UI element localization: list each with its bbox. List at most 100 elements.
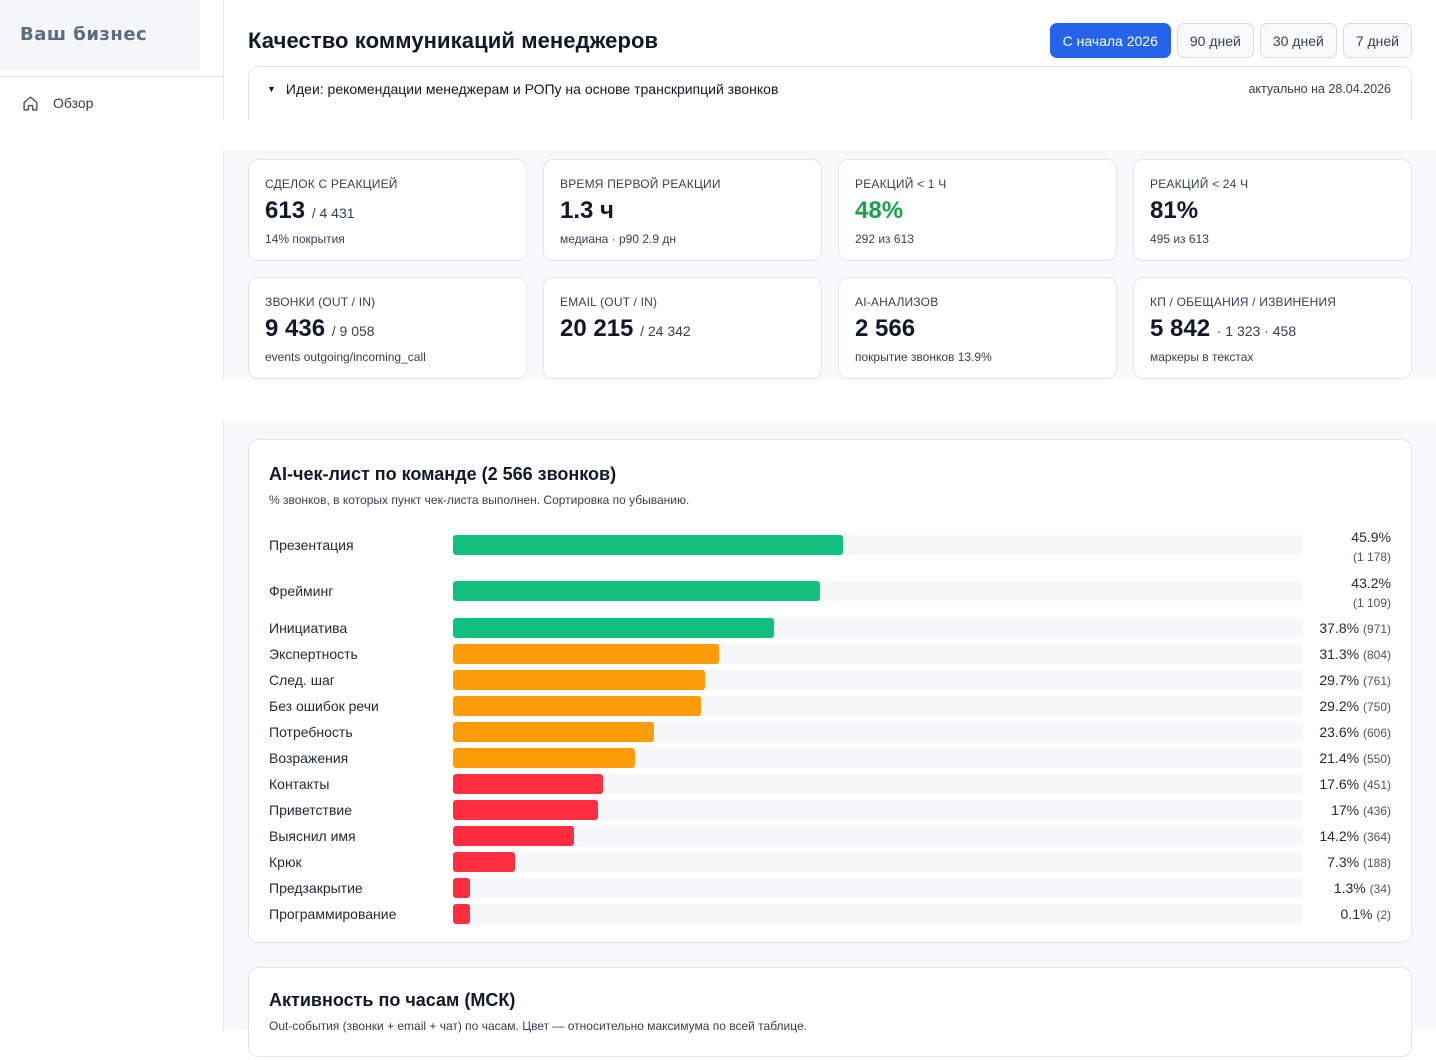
checklist-row-label: Приветствие <box>269 802 352 818</box>
ideas-details[interactable]: ▼ Идеи: рекомендации менеджерам и РОПу н… <box>248 66 1412 120</box>
bar-fill <box>453 535 843 555</box>
checklist-row: След. шаг 29.7% (761) <box>269 670 1391 692</box>
bar-fill <box>453 904 470 924</box>
checklist-row: Приветствие 17% (436) <box>269 800 1391 822</box>
kpi-note: 495 из 613 <box>1150 232 1209 246</box>
kpi-value: 48% <box>855 197 904 224</box>
kpi-note: events outgoing/incoming_call <box>265 350 426 364</box>
kpi-card: AI-АНАЛИЗОВ 2 566 покрытие звонков 13.9% <box>838 277 1117 379</box>
checklist-row: Без ошибок речи 29.2% (750) <box>269 696 1391 718</box>
bar-fill <box>453 852 515 872</box>
bar-value-label: 45.9% (1 178) <box>1351 527 1391 567</box>
period-button-90d[interactable]: 90 дней <box>1176 23 1254 58</box>
bar-percent: 14.2% <box>1319 828 1360 844</box>
hourly-title: Активность по часам (МСК) <box>269 990 516 1010</box>
kpi-card: СДЕЛОК С РЕАКЦИЕЙ 613 / 4 431 14% покрыт… <box>248 159 527 261</box>
checklist-row: Потребность 23.6% (606) <box>269 722 1391 744</box>
period-button-7d[interactable]: 7 дней <box>1342 23 1412 58</box>
period-button-ytd[interactable]: С начала 2026 <box>1049 23 1171 58</box>
kpi-sub: · 1 323 · 458 <box>1216 323 1297 339</box>
bar-value-label: 43.2% (1 109) <box>1351 573 1391 613</box>
bar-percent: 17% <box>1331 802 1360 818</box>
checklist-row-label: Инициатива <box>269 620 348 636</box>
bar-percent: 23.6% <box>1319 724 1360 740</box>
bar-count: (804) <box>1362 648 1391 662</box>
checklist-row-label: Презентация <box>269 537 354 553</box>
kpi-sub: / 9 058 <box>331 323 375 339</box>
bar-count: (761) <box>1362 674 1391 688</box>
bar-fill <box>453 722 654 742</box>
sidebar-item-overview[interactable]: Обзор <box>0 83 223 123</box>
period-button-30d[interactable]: 30 дней <box>1259 23 1337 58</box>
bar-track <box>453 852 1303 872</box>
kpi-card: РЕАКЦИЙ < 1 Ч 48% 292 из 613 <box>838 159 1117 261</box>
kpi-label: ВРЕМЯ ПЕРВОЙ РЕАКЦИИ <box>560 177 721 191</box>
kpi-card: РЕАКЦИЙ < 24 Ч 81% 495 из 613 <box>1133 159 1412 261</box>
checklist-row-label: Контакты <box>269 776 330 792</box>
bar-percent: 37.8% <box>1319 620 1360 636</box>
bar-fill <box>453 826 574 846</box>
hourly-description: Out-события (звонки + email + чат) по ча… <box>269 1019 807 1033</box>
bar-value-label: 17.6% (451) <box>1319 776 1391 792</box>
kpi-label: КП / ОБЕЩАНИЯ / ИЗВИНЕНИЯ <box>1150 295 1337 309</box>
bar-track <box>453 722 1303 742</box>
kpi-card: ЗВОНКИ (OUT / IN) 9 436 / 9 058 events o… <box>248 277 527 379</box>
kpi-value: 81% <box>1150 197 1199 224</box>
kpi-note: 292 из 613 <box>855 232 914 246</box>
kpi-card: КП / ОБЕЩАНИЯ / ИЗВИНЕНИЯ 5 842 · 1 323 … <box>1133 277 1412 379</box>
bar-count: (188) <box>1362 856 1391 870</box>
brand-logo: Ваш бизнес <box>0 0 200 70</box>
bar-percent: 31.3% <box>1319 646 1360 662</box>
ideas-summary-label: Идеи: рекомендации менеджерам и РОПу на … <box>285 81 779 97</box>
bar-percent: 29.2% <box>1319 698 1360 714</box>
ideas-summary[interactable]: ▼ Идеи: рекомендации менеджерам и РОПу н… <box>267 81 778 97</box>
checklist-card: AI-чек-лист по команде (2 566 звонков) %… <box>248 439 1412 943</box>
bar-count: (1 178) <box>1352 550 1391 564</box>
kpi-label: ЗВОНКИ (OUT / IN) <box>265 295 376 309</box>
kpi-label: СДЕЛОК С РЕАКЦИЕЙ <box>265 177 398 191</box>
checklist-row: Выяснил имя 14.2% (364) <box>269 826 1391 848</box>
kpi-label: EMAIL (OUT / IN) <box>560 295 658 309</box>
kpi-note: 14% покрытия <box>265 232 345 246</box>
bar-percent: 17.6% <box>1319 776 1360 792</box>
bar-track <box>453 670 1303 690</box>
bar-value-label: 23.6% (606) <box>1319 724 1391 740</box>
bar-value-label: 0.1% (2) <box>1341 906 1391 922</box>
checklist-row-label: Крюк <box>269 854 302 870</box>
bar-fill <box>453 774 603 794</box>
kpi-value: 613 / 4 431 <box>265 197 355 224</box>
bar-percent: 45.9% <box>1351 529 1391 545</box>
bar-fill <box>453 644 719 664</box>
kpi-value: 5 842 · 1 323 · 458 <box>1150 315 1297 342</box>
bar-percent: 29.7% <box>1319 672 1360 688</box>
kpi-label: РЕАКЦИЙ < 1 Ч <box>855 177 947 191</box>
bar-fill <box>453 878 470 898</box>
checklist-row: Возражения 21.4% (550) <box>269 748 1391 770</box>
kpi-sub: / 4 431 <box>311 205 355 221</box>
kpi-label: AI-АНАЛИЗОВ <box>855 295 939 309</box>
gap-band <box>0 120 1436 150</box>
checklist-row: Крюк 7.3% (188) <box>269 852 1391 874</box>
checklist-row-label: След. шаг <box>269 672 335 688</box>
bar-count: (550) <box>1362 752 1391 766</box>
bar-count: (1 109) <box>1352 596 1391 610</box>
kpi-value: 1.3 ч <box>560 197 614 224</box>
bar-track <box>453 904 1303 924</box>
checklist-row: Фрейминг 43.2% (1 109) <box>269 575 1391 610</box>
bar-fill <box>453 696 701 716</box>
bar-track <box>453 800 1303 820</box>
page-title: Качество коммуникаций менеджеров <box>248 28 659 53</box>
kpi-note: медиана · p90 2.9 дн <box>560 232 677 246</box>
checklist-row-label: Возражения <box>269 750 349 766</box>
bar-track <box>453 618 1303 638</box>
bar-value-label: 21.4% (550) <box>1319 750 1391 766</box>
checklist-row-label: Программирование <box>269 906 397 922</box>
kpi-label: РЕАКЦИЙ < 24 Ч <box>1150 177 1249 191</box>
bar-percent: 21.4% <box>1319 750 1360 766</box>
checklist-row: Экспертность 31.3% (804) <box>269 644 1391 666</box>
gap-band-2 <box>0 380 1436 420</box>
checklist-row: Предзакрытие 1.3% (34) <box>269 878 1391 900</box>
bar-percent: 7.3% <box>1327 854 1360 870</box>
bar-count: (364) <box>1362 830 1391 844</box>
kpi-card: EMAIL (OUT / IN) 20 215 / 24 342 <box>543 277 822 379</box>
